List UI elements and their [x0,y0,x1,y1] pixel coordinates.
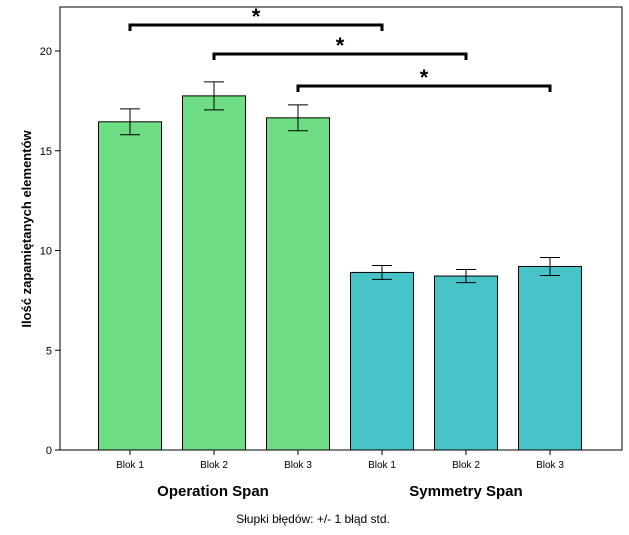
bar-1-3 [266,117,330,451]
category-label: Blok 2 [200,460,228,471]
y-tick-label: 20 [40,46,52,58]
bar-2-2 [434,275,498,451]
bar-2-1 [350,271,414,451]
x-axis-group-labels: Operation Span Symmetry Span [157,483,523,500]
y-tick-label: 5 [46,345,52,357]
bar-1-1 [98,121,162,451]
category-label: Blok 3 [536,460,564,471]
x-axis-category-labels: Blok 1 Blok 2 Blok 3 Blok 1 Blok 2 Blok 3 [116,450,564,471]
category-label: Blok 2 [452,460,480,471]
significance-star: * [420,65,429,90]
y-axis: 0 5 10 15 20 [40,46,60,457]
significance-bracket [128,23,384,31]
significance-bracket [212,52,468,60]
error-bars [120,81,560,284]
y-tick-label: 0 [46,445,52,457]
significance-star: * [252,4,261,29]
category-label: Blok 1 [368,460,396,471]
bars [98,95,582,451]
y-tick-label: 15 [40,146,52,158]
group-label: Operation Span [157,483,269,500]
error-bar-note: Słupki błędów: +/- 1 błąd std. [236,512,390,526]
plot-frame [59,6,623,451]
category-label: Blok 1 [116,460,144,471]
y-axis-title: Ilość zapamiętanych elementów [19,129,34,327]
group-label: Symmetry Span [409,483,522,500]
significance-brackets: * * * [128,4,552,92]
significance-star: * [336,33,345,58]
y-tick-label: 10 [40,246,52,258]
category-label: Blok 3 [284,460,312,471]
bar-2-3 [518,265,582,451]
significance-bracket [296,84,552,92]
bar-1-2 [182,95,246,451]
